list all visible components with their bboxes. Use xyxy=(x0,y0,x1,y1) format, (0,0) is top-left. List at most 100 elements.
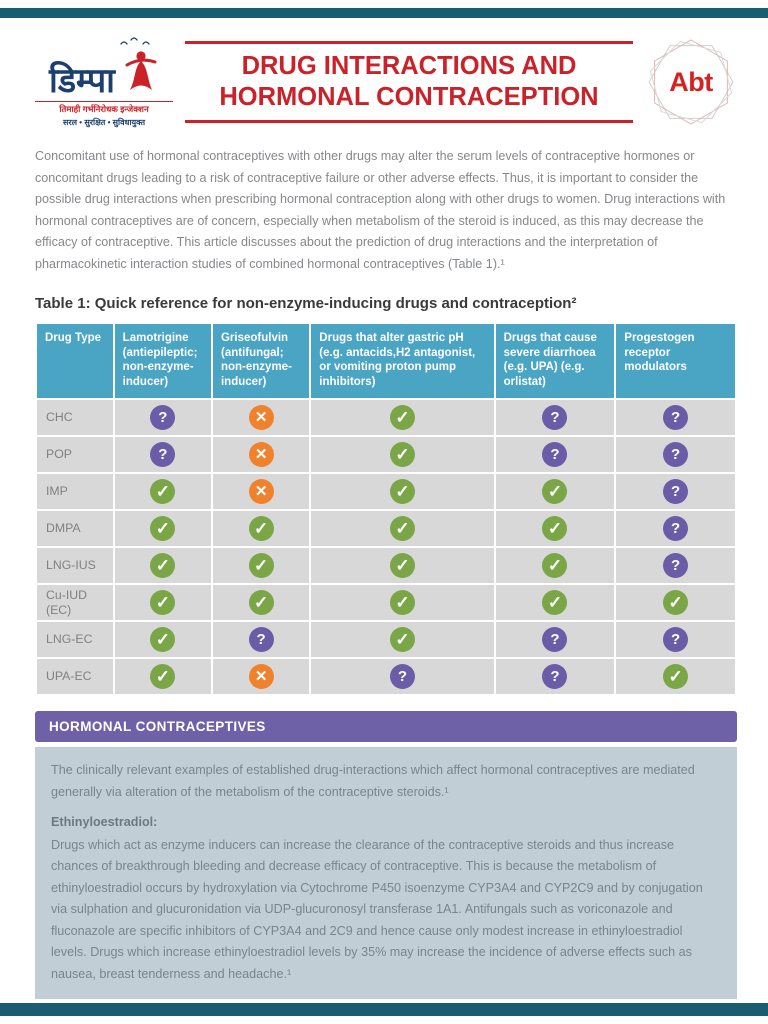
drug-type-cell: UPA-EC xyxy=(37,659,113,694)
info-subheading: Ethinyloestradiol: xyxy=(51,815,158,829)
status-cell: ? xyxy=(616,400,735,435)
status-cell: ✓ xyxy=(212,511,310,546)
page-title-line1: DRUG INTERACTIONS AND xyxy=(241,52,577,80)
status-cell: ✓ xyxy=(311,437,494,472)
column-header: Griseofulvin (antifungal; non-enzyme-ind… xyxy=(212,324,310,398)
status-cell: ? xyxy=(616,474,735,509)
check-icon: ✓ xyxy=(248,516,274,541)
dimpa-logo: डिम्पा तिमाही गर्भनिरोधक इन्जेक्शन सरल •… xyxy=(35,36,173,128)
column-header: Drugs that alter gastric pH (e.g. antaci… xyxy=(311,324,494,398)
status-cell: ? xyxy=(311,659,494,694)
section-banner: HORMONAL CONTRACEPTIVES xyxy=(35,711,737,742)
status-cell: ✓ xyxy=(311,585,494,620)
status-cell: ✓ xyxy=(495,585,615,620)
status-cell: ✓ xyxy=(311,474,494,509)
dancing-figure-icon xyxy=(120,36,157,90)
table-row: DMPA ✓ ✓ ✓ ✓? xyxy=(37,511,735,546)
status-cell: ? xyxy=(114,400,211,435)
status-cell: ? xyxy=(495,659,615,694)
drug-type-cell: LNG-IUS xyxy=(37,548,113,583)
status-cell: ✕ xyxy=(212,437,310,472)
status-cell: ✓ xyxy=(495,548,615,583)
status-cell: ✓ xyxy=(311,622,494,657)
question-icon: ? xyxy=(248,627,274,652)
question-icon: ? xyxy=(663,553,689,578)
status-cell: ? xyxy=(495,622,615,657)
question-icon: ? xyxy=(542,442,568,467)
check-icon: ✓ xyxy=(389,479,415,504)
status-cell: ✓ xyxy=(311,548,494,583)
check-icon: ✓ xyxy=(542,590,568,615)
intro-paragraph: Concomitant use of hormonal contraceptiv… xyxy=(35,149,726,271)
column-header: Drug Type xyxy=(37,324,113,398)
status-cell: ? xyxy=(495,437,615,472)
drug-type-cell: CHC xyxy=(37,400,113,435)
check-icon: ✓ xyxy=(150,479,176,504)
title-rule-bottom xyxy=(185,120,633,123)
title-block: DRUG INTERACTIONS AND HORMONAL CONTRACEP… xyxy=(185,41,633,123)
status-cell: ? xyxy=(114,437,211,472)
check-icon: ✓ xyxy=(150,664,176,689)
question-icon: ? xyxy=(389,664,415,689)
status-cell: ? xyxy=(616,548,735,583)
top-border-bar xyxy=(0,8,768,18)
drug-interaction-table: Drug Type Lamotrigine (antiepileptic; non… xyxy=(35,322,737,696)
abt-logo: Abt xyxy=(645,36,737,128)
check-icon: ✓ xyxy=(389,627,415,652)
info-paragraph-2: Drugs which act as enzyme inducers can i… xyxy=(51,837,703,981)
status-cell: ✓ xyxy=(114,622,211,657)
status-cell: ✓ xyxy=(114,511,211,546)
table-row: UPA-EC ✓ ✕?? ✓ xyxy=(37,659,735,694)
drug-type-cell: DMPA xyxy=(37,511,113,546)
page-title: DRUG INTERACTIONS AND HORMONAL CONTRACEP… xyxy=(185,51,633,113)
info-paragraph-1: The clinically relevant examples of esta… xyxy=(51,763,695,799)
dimpa-logo-tagline2: सरल • सुरक्षित • सुविधायुक्त xyxy=(62,117,146,127)
table-row: CHC? ✕ ✓?? xyxy=(37,400,735,435)
question-icon: ? xyxy=(542,627,568,652)
check-icon: ✓ xyxy=(150,516,176,541)
check-icon: ✓ xyxy=(248,590,274,615)
status-cell: ? xyxy=(212,622,310,657)
question-icon: ? xyxy=(542,405,568,430)
check-icon: ✓ xyxy=(542,479,568,504)
abt-hexagon-icon xyxy=(648,39,734,125)
check-icon: ✓ xyxy=(389,405,415,430)
table-row: POP? ✕ ✓?? xyxy=(37,437,735,472)
column-header: Lamotrigine (antiepileptic; non-enzyme-i… xyxy=(114,324,211,398)
question-icon: ? xyxy=(150,442,176,467)
question-icon: ? xyxy=(663,479,689,504)
drug-type-cell: Cu-IUD (EC) xyxy=(37,585,113,620)
drug-type-cell: LNG-EC xyxy=(37,622,113,657)
status-cell: ✕ xyxy=(212,400,310,435)
check-icon: ✓ xyxy=(150,590,176,615)
column-header: Progestogen receptor modulators xyxy=(616,324,735,398)
cross-icon: ✕ xyxy=(248,664,274,689)
status-cell: ✓ xyxy=(114,548,211,583)
table-row: LNG-EC ✓? ✓?? xyxy=(37,622,735,657)
status-cell: ✓ xyxy=(311,400,494,435)
question-icon: ? xyxy=(663,627,689,652)
cross-icon: ✕ xyxy=(248,442,274,467)
check-icon: ✓ xyxy=(542,516,568,541)
status-cell: ✓ xyxy=(495,511,615,546)
drug-type-cell: POP xyxy=(37,437,113,472)
check-icon: ✓ xyxy=(389,553,415,578)
status-cell: ✕ xyxy=(212,474,310,509)
table-row: LNG-IUS ✓ ✓ ✓ ✓? xyxy=(37,548,735,583)
drug-type-cell: IMP xyxy=(37,474,113,509)
check-icon: ✓ xyxy=(663,664,689,689)
page-header: डिम्पा तिमाही गर्भनिरोधक इन्जेक्शन सरल •… xyxy=(35,36,737,128)
abt-logo-text: Abt xyxy=(669,66,713,97)
dimpa-logo-tagline1: तिमाही गर्भनिरोधक इन्जेक्शन xyxy=(35,100,173,115)
page-content: डिम्पा तिमाही गर्भनिरोधक इन्जेक्शन सरल •… xyxy=(35,36,737,999)
cross-icon: ✕ xyxy=(248,405,274,430)
status-cell: ✓ xyxy=(616,659,735,694)
status-cell: ✓ xyxy=(616,585,735,620)
question-icon: ? xyxy=(542,664,568,689)
status-cell: ? xyxy=(495,400,615,435)
check-icon: ✓ xyxy=(150,627,176,652)
status-cell: ✓ xyxy=(114,474,211,509)
page-title-line2: HORMONAL CONTRACEPTION xyxy=(219,83,599,111)
check-icon: ✓ xyxy=(150,553,176,578)
